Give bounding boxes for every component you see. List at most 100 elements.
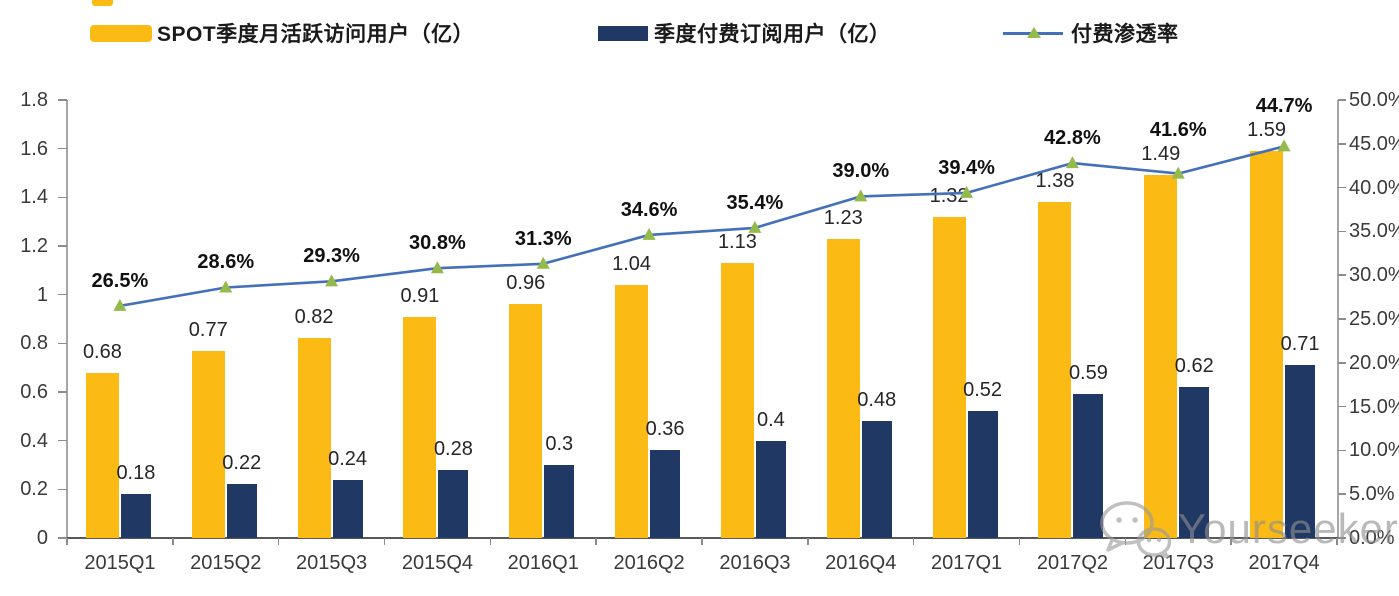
bar-subscribers-value-label: 0.36 [645,418,685,441]
bar-subscribers-value-label: 0.62 [1174,355,1214,378]
bar-mau-value-label: 1.04 [612,252,652,275]
penetration-legend-label: 付费渗透率 [1071,23,1179,46]
penetration-value-label: 30.8% [409,232,466,255]
left-axis-tick [58,99,67,101]
penetration-value-label: 28.6% [197,251,255,274]
bar-subscribers-value-label: 0.59 [1068,362,1108,385]
penetration-value-label: 29.3% [303,245,360,268]
x-axis-tick [489,538,492,545]
left-axis-tick [58,391,67,393]
left-axis-tick [58,439,67,442]
penetration-value-label: 26.5% [91,269,149,292]
right-axis-tick [1338,274,1346,276]
bar-mau [932,216,966,538]
bar-subscribers-value-label: 0.22 [222,452,262,475]
penetration-value-label: 34.6% [620,198,678,221]
penetration-legend-swatch [1003,26,1063,40]
watermark-text: Yourseeker [1178,505,1399,552]
bar-subscribers-value-label: 0.24 [328,447,368,470]
right-axis-tick-label: 40.0% [1349,176,1399,199]
bar-subscribers-value-label: 0.28 [433,437,473,460]
penetration-value-label: 44.7% [1255,95,1313,118]
bar-subscribers [755,440,786,538]
right-axis-tick-label: 25.0% [1349,308,1399,330]
legend-item-subscribers: 季度付费订阅用户（亿） [598,18,891,48]
left-axis-tick-label: 1 [36,283,48,306]
left-axis-tick [58,293,67,296]
penetration-marker [642,227,656,240]
x-axis-category-label: 2017Q2 [1036,552,1108,574]
bar-mau-value-label: 0.96 [506,272,546,295]
left-axis-tick-label: 1.8 [20,89,48,111]
left-axis-tick-label: 1.6 [20,137,48,160]
x-axis-tick [172,538,174,545]
left-axis-tick-label: 1.4 [20,186,48,209]
legend-item-mau: SPOT季度月活跃访问用户（亿） [90,18,474,48]
penetration-value-label: 31.3% [514,227,572,250]
subscribers-legend-swatch [598,25,648,41]
x-axis-category-label: 2017Q1 [930,552,1003,574]
x-axis-tick [1018,538,1021,545]
right-axis-tick [1338,318,1346,320]
bar-mau-value-label: 1.32 [929,184,969,207]
x-axis-category-label: 2015Q2 [190,552,262,574]
right-axis-tick [1338,362,1346,364]
right-axis-tick-label: 10.0% [1349,439,1399,462]
x-axis-category-label: 2015Q4 [401,552,473,574]
bar-mau [509,304,543,538]
bar-subscribers [1285,365,1316,538]
x-axis-category-label: 2016Q4 [825,552,897,574]
penetration-value-label: 41.6% [1149,119,1207,142]
x-axis-category-label: 2015Q1 [84,552,156,574]
mau-legend-label: SPOT季度月活跃访问用户（亿） [157,23,475,46]
bar-mau-value-label: 0.68 [82,340,122,363]
bar-subscribers [332,479,363,538]
x-axis-category-label: 2016Q3 [719,552,791,574]
left-axis-tick-label: 0.8 [20,332,48,355]
right-axis-tick-label: 20.0% [1349,351,1399,374]
x-axis-tick [383,538,386,545]
cropped-swatch-fragment [92,0,113,6]
bar-mau [297,338,331,538]
right-axis-tick-label: 5.0% [1349,483,1395,506]
bar-subscribers-value-label: 0.3 [545,433,574,455]
x-axis-tick [1230,538,1232,545]
bar-subscribers [1179,387,1210,538]
right-axis-tick [1338,186,1346,189]
bar-subscribers [120,494,151,538]
left-axis-tick [58,342,67,345]
right-axis-tick-label: 15.0% [1349,395,1399,418]
penetration-marker [430,261,444,274]
bar-mau-value-label: 1.23 [823,206,863,229]
left-axis-tick-label: 0.4 [20,429,48,452]
right-axis-tick [1338,143,1346,145]
bar-mau-value-label: 1.38 [1035,170,1075,193]
bar-subscribers-value-label: 0.4 [757,408,785,431]
right-axis-tick-label: 45.0% [1349,132,1399,155]
x-axis-tick [1336,538,1338,545]
left-axis-tick-label: 0.2 [20,478,48,501]
bar-mau-value-label: 1.13 [717,231,757,254]
x-axis-tick [807,538,809,545]
x-axis-category-label: 2017Q4 [1248,552,1320,574]
x-axis-tick [701,538,703,545]
watermark: Yourseeker [1098,500,1399,558]
left-axis-tick-label: 0 [36,527,48,549]
penetration-value-label: 35.4% [726,191,784,214]
bar-mau-value-label: 1.49 [1141,143,1181,166]
bar-subscribers [544,465,575,538]
left-axis-tick [58,537,67,539]
penetration-value-label: 42.8% [1044,127,1101,150]
bar-mau [720,263,754,538]
wechat-icon [1100,501,1172,558]
mau-legend-swatch [90,24,152,42]
right-axis-line [1337,100,1339,538]
penetration-marker [325,274,339,287]
bar-mau-value-label: 0.91 [400,284,440,307]
penetration-marker [854,189,868,202]
right-axis-tick-label: 50.0% [1349,89,1399,111]
x-axis-category-label: 2016Q2 [613,552,685,574]
right-axis-tick [1338,493,1346,495]
bar-mau [191,350,225,538]
